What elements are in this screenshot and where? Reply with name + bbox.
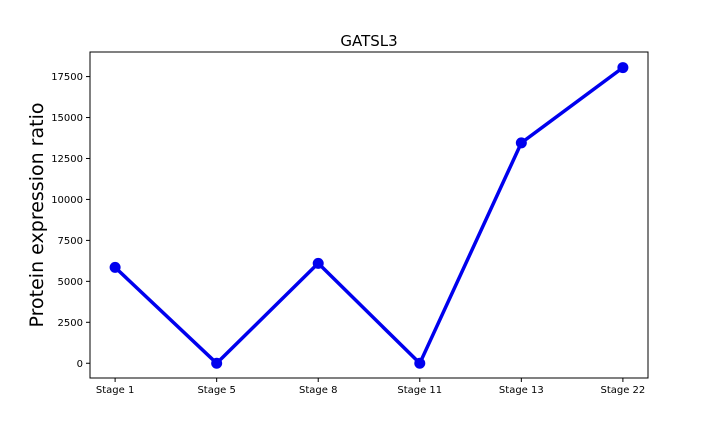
x-tick-label: Stage 8 <box>299 385 337 396</box>
data-point <box>414 357 426 369</box>
y-tick-label: 10000 <box>51 195 83 206</box>
data-point <box>617 62 629 74</box>
y-tick-label: 15000 <box>51 113 83 124</box>
x-tick-label: Stage 13 <box>499 385 544 396</box>
x-axis-ticks: Stage 1 Stage 5 Stage 8 Stage 11 Stage 13 Sta… <box>96 378 645 396</box>
x-tick-label: Stage 22 <box>600 385 645 396</box>
series-line <box>113 66 624 366</box>
y-axis-ticks: 0 2500 5000 7500 10000 12500 15000 17500 <box>51 72 90 370</box>
y-tick-label: 12500 <box>51 154 83 165</box>
y-tick-label: 2500 <box>58 318 83 329</box>
data-point <box>515 137 527 149</box>
y-tick-label: 17500 <box>51 72 83 83</box>
data-point <box>312 257 324 269</box>
y-tick-label: 7500 <box>58 236 83 247</box>
data-point <box>211 357 223 369</box>
y-axis-label: Protein expression ratio <box>26 103 48 328</box>
data-point <box>109 261 121 273</box>
x-tick-label: Stage 1 <box>96 385 134 396</box>
x-tick-label: Stage 11 <box>397 385 442 396</box>
series-layer <box>109 62 629 369</box>
chart-title: GATSL3 <box>340 32 397 50</box>
y-tick-label: 0 <box>77 359 83 370</box>
y-tick-label: 5000 <box>58 277 83 288</box>
plot-frame <box>89 51 649 379</box>
x-tick-label: Stage 5 <box>197 385 235 396</box>
